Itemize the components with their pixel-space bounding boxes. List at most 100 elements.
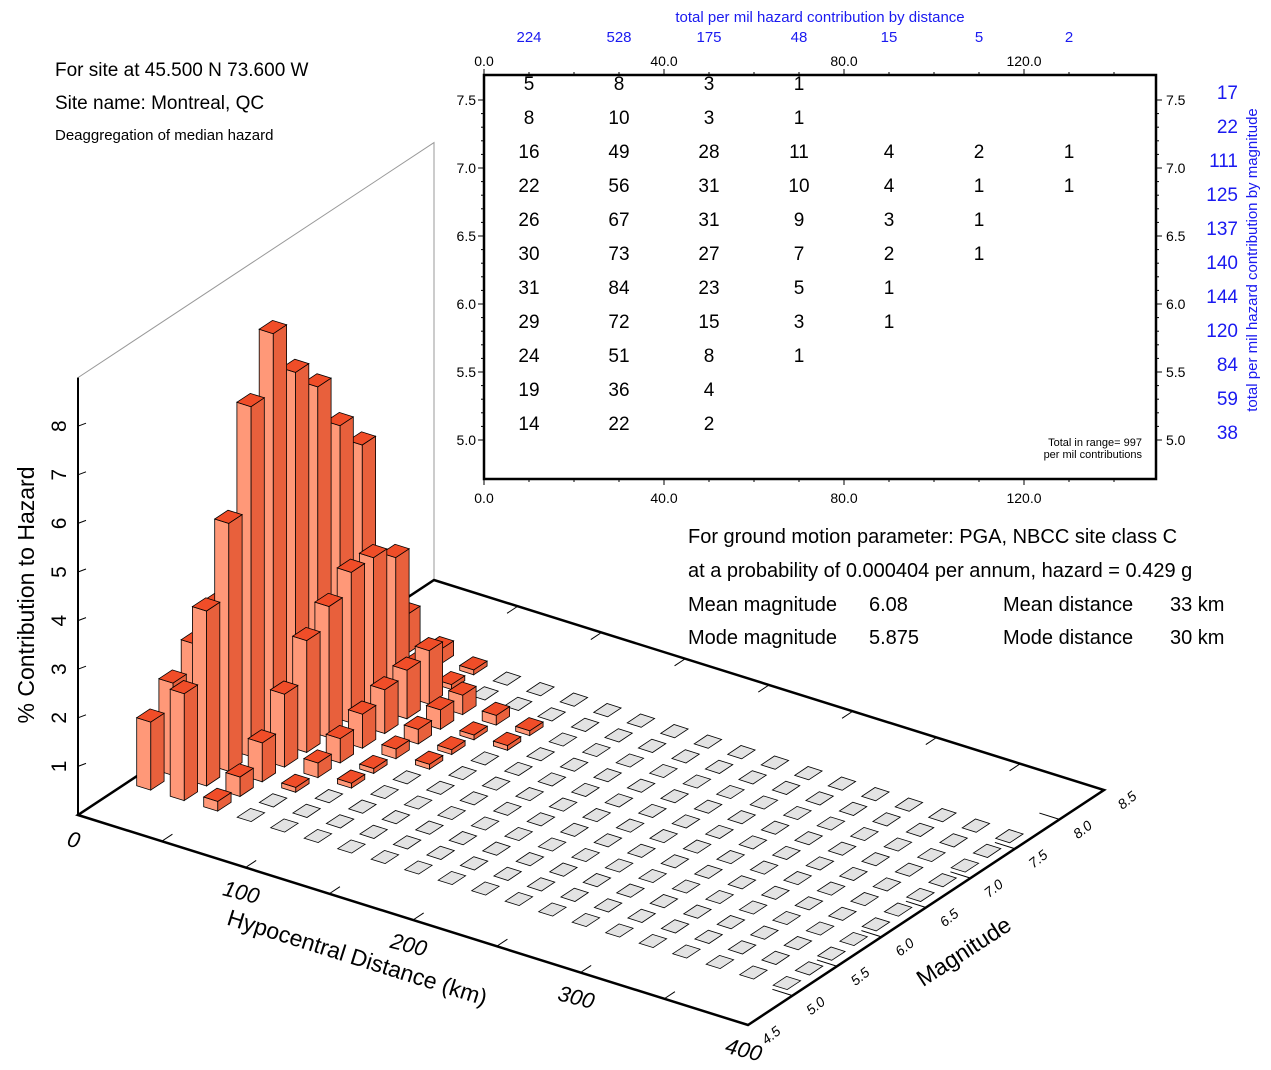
magnitude-tick-label: 8.0 [1070, 817, 1095, 842]
mode-magnitude-value: 5.875 [869, 627, 920, 649]
mode-distance-label: Mode distance [1003, 627, 1134, 649]
empty-cell [838, 931, 869, 947]
empty-cell [593, 833, 623, 848]
empty-cell-top [537, 837, 567, 852]
empty-cell-top [336, 839, 367, 854]
table-cell-value: 22 [608, 414, 629, 435]
empty-cell-top [303, 828, 333, 844]
empty-cell [236, 807, 266, 823]
contribution-bar [202, 787, 233, 812]
contribution-bar [269, 680, 299, 768]
distance-axis-tick-far [590, 632, 602, 640]
empty-cell-top [370, 849, 400, 865]
empty-cell [648, 829, 679, 844]
empty-cell-top [659, 724, 690, 739]
bar-top-face [336, 558, 366, 573]
magnitude-axis-tick [950, 871, 971, 879]
bar-top-face [224, 763, 255, 778]
empty-cell-top [447, 766, 478, 781]
table-cell-value: 51 [608, 346, 629, 367]
z-tick-label: 4 [48, 614, 71, 626]
empty-cell-top [738, 900, 768, 915]
table-cell-value: 1 [1064, 142, 1075, 163]
empty-cell-top [314, 789, 344, 804]
bar-side-face [206, 601, 221, 787]
empty-cell-top [615, 753, 645, 768]
bar-top-face [191, 597, 221, 612]
table-cell-value: 24 [518, 346, 540, 367]
empty-cell [603, 728, 634, 743]
empty-cell [537, 902, 568, 917]
empty-cell [760, 820, 790, 835]
site-location: For site at 45.500 N 73.600 W [55, 60, 309, 81]
empty-cell-top [827, 776, 857, 791]
magnitude-tick-label: 7.5 [1025, 846, 1050, 871]
empty-cell [548, 797, 578, 812]
empty-cell-top [515, 852, 545, 867]
empty-cell-top [727, 940, 757, 955]
empty-cell-top [794, 896, 824, 911]
empty-cell [582, 873, 612, 888]
empty-cell-top [436, 805, 467, 821]
empty-cell-top [682, 839, 712, 854]
table-cell-value: 8 [614, 74, 625, 95]
empty-cell [637, 738, 667, 753]
empty-cell [492, 671, 522, 686]
z-tick-label: 5 [48, 566, 71, 578]
magnitude-total-value: 144 [1206, 287, 1238, 308]
distance-total-value: 175 [696, 29, 721, 46]
bar-top-face [347, 431, 377, 446]
empty-cell-top [805, 921, 835, 936]
bar-side-face [328, 596, 343, 739]
bar-side-face [228, 513, 243, 773]
empty-cell-top [659, 789, 690, 804]
empty-cell [660, 854, 690, 869]
empty-cell-top [459, 856, 489, 871]
contribution-bar [224, 763, 255, 798]
empty-cell-top [715, 784, 746, 800]
empty-cell [772, 975, 802, 991]
table-cell-value: 1 [794, 108, 805, 129]
empty-cell-top [437, 870, 467, 886]
distance-axis-tick [496, 938, 508, 947]
empty-cell [793, 766, 824, 781]
table-cell-value: 1 [794, 346, 805, 367]
empty-cell [492, 866, 523, 881]
magnitude-total-value: 22 [1217, 117, 1238, 138]
empty-cell [626, 908, 657, 923]
empty-cell-top [425, 845, 456, 860]
table-cell-value: 2 [884, 244, 895, 265]
empty-cell-top [626, 843, 657, 858]
z-tick-mark [77, 422, 87, 427]
info-line-2: at a probability of 0.000404 per annum, … [688, 560, 1193, 582]
y-tick-label-right: 7.5 [1166, 92, 1186, 108]
empty-cell [671, 879, 701, 894]
empty-cell [581, 808, 612, 823]
empty-cell [503, 826, 534, 842]
empty-cell [827, 841, 857, 856]
empty-cell-top [291, 803, 322, 818]
bar-top-face [313, 592, 344, 607]
table-cell-value: 2 [974, 142, 985, 163]
empty-cell [638, 933, 668, 949]
empty-cell [749, 860, 779, 875]
table-cell-value: 1 [974, 244, 985, 265]
y-tick-label-left: 5.5 [457, 364, 477, 380]
empty-cell [648, 763, 679, 779]
empty-cell [526, 812, 556, 827]
empty-cell [615, 753, 645, 768]
bar-top-face [514, 717, 545, 732]
empty-cell [715, 850, 746, 865]
empty-cell-top [459, 791, 489, 806]
empty-cell-top [592, 703, 623, 718]
bar-front-face [169, 688, 185, 802]
empty-cell-top [871, 812, 902, 827]
empty-cell [994, 829, 1025, 844]
empty-cell [704, 759, 734, 774]
empty-cell-top [905, 887, 936, 902]
bar-top-face [157, 669, 188, 684]
empty-cell-top [793, 766, 824, 781]
empty-cell [515, 852, 545, 867]
empty-cell [559, 822, 590, 837]
empty-cell-top [648, 763, 679, 779]
